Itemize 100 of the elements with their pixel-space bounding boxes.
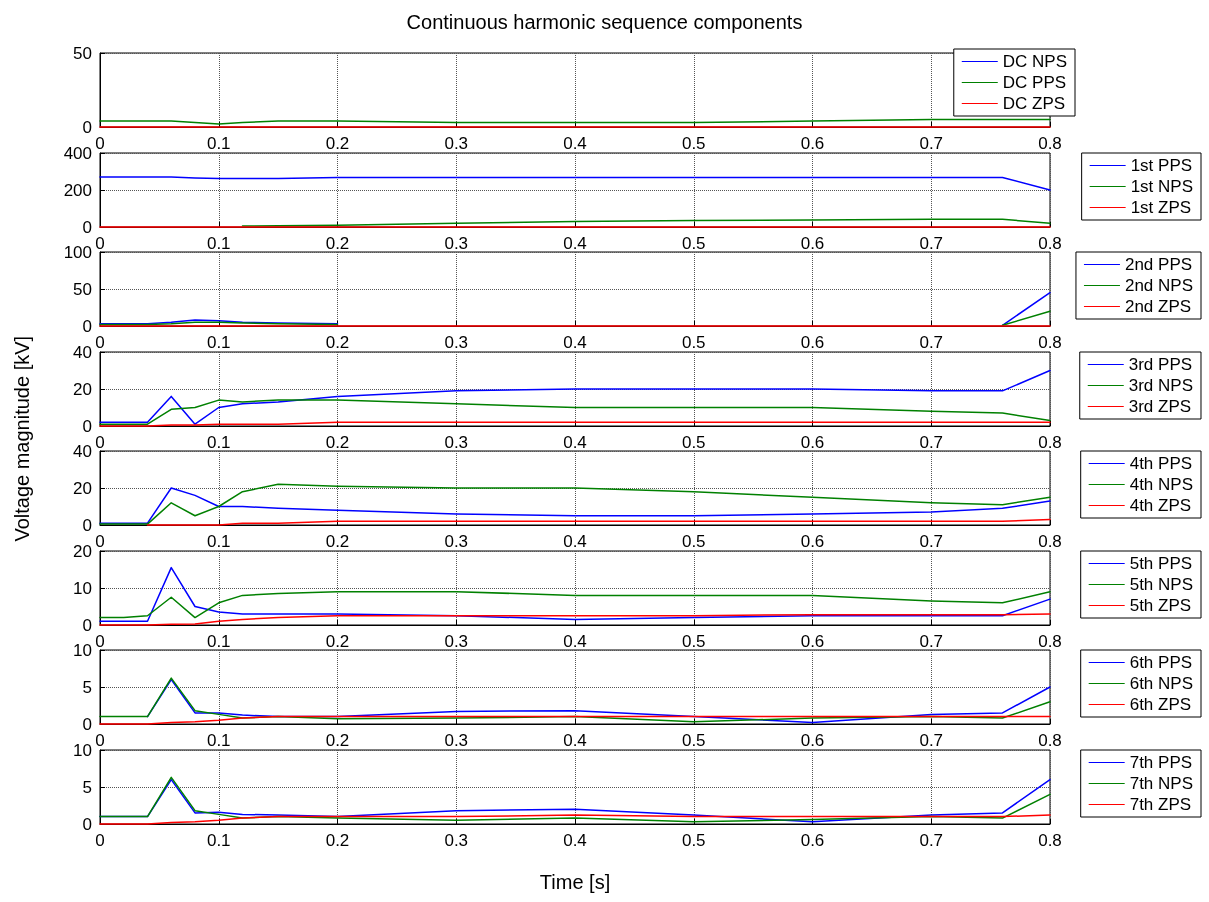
x-tick-label: 0.1	[206, 731, 231, 750]
x-tick-label: 0.6	[800, 731, 825, 750]
legend-label: 7th ZPS	[1129, 794, 1192, 814]
x-tick-label: 0.3	[444, 233, 469, 253]
legend-label: 2nd NPS	[1124, 276, 1194, 295]
legend-label: 3rd PPS	[1128, 354, 1193, 374]
y-tick-label: 200	[63, 180, 92, 199]
y-tick-label: 0	[82, 714, 92, 734]
y-tick-label: 10	[73, 640, 92, 660]
legend-label: DC NPS	[1002, 52, 1067, 71]
x-tick-label: 0.4	[563, 333, 587, 352]
x-tick-label: 0	[95, 333, 105, 352]
x-tick-label: 0.1	[206, 830, 231, 850]
x-tick-label: 0.3	[444, 830, 469, 850]
x-tick-label: 0.6	[800, 134, 825, 153]
x-tick-label: 0.6	[800, 333, 825, 352]
x-tick-label: 0	[95, 134, 105, 153]
x-tick-label: 0.4	[563, 233, 587, 253]
x-tick-label: 0.7	[919, 233, 944, 253]
x-tick-label: 0.5	[681, 532, 706, 551]
y-tick-label: 400	[63, 143, 92, 162]
x-tick-label: 0.6	[800, 233, 825, 253]
x-tick-label: 0	[95, 830, 105, 850]
x-tick-label: 0.2	[325, 631, 350, 651]
y-tick-label: 50	[73, 279, 92, 299]
legend-label: 4th PPS	[1129, 454, 1193, 473]
x-tick-label: 0.3	[444, 432, 469, 452]
legend-label: 1st ZPS	[1130, 197, 1192, 217]
y-tick-label: 50	[73, 43, 92, 63]
legend-label: 1st PPS	[1130, 155, 1193, 175]
x-tick-label: 0.2	[325, 532, 350, 551]
y-tick-label: 100	[63, 242, 92, 262]
y-tick-label: 0	[82, 515, 92, 535]
x-tick-label: 0.5	[681, 631, 706, 651]
x-tick-label: 0.1	[206, 233, 231, 253]
x-tick-label: 0.5	[681, 731, 706, 750]
x-tick-label: 0.3	[444, 333, 469, 352]
legend-label: 7th NPS	[1129, 773, 1193, 793]
x-tick-label: 0.2	[325, 134, 350, 153]
x-tick-label: 0.7	[919, 333, 944, 352]
x-tick-label: 0.8	[1038, 631, 1062, 651]
line-series	[99, 566, 1051, 622]
y-tick-label: 5	[82, 777, 92, 796]
x-tick-label: 0.8	[1038, 233, 1062, 253]
x-tick-label: 0.7	[919, 631, 944, 651]
x-tick-label: 0.3	[444, 532, 469, 551]
x-tick-label: 0.4	[563, 134, 587, 153]
legend-label: 3rd ZPS	[1128, 396, 1192, 416]
x-tick-label: 0.5	[681, 134, 706, 153]
x-tick-label: 0.8	[1038, 532, 1062, 551]
x-tick-label: 0.5	[681, 233, 706, 253]
x-tick-label: 0.1	[206, 631, 231, 651]
y-axis-title: Voltage magnitude [kV]	[11, 335, 33, 542]
y-tick-label: 20	[73, 379, 92, 398]
x-tick-label: 0.3	[444, 134, 469, 153]
y-tick-label: 5	[82, 677, 92, 697]
x-tick-label: 0.7	[919, 532, 944, 551]
y-tick-label: 20	[73, 478, 92, 498]
x-tick-label: 0.6	[800, 532, 825, 551]
x-tick-label: 0.4	[563, 432, 587, 452]
x-tick-label: 0.6	[800, 432, 825, 452]
y-tick-label: 10	[73, 740, 92, 759]
legend-label: 2nd PPS	[1124, 255, 1193, 274]
legend-label: 5th PPS	[1129, 553, 1193, 573]
x-tick-label: 0.3	[444, 731, 469, 750]
x-tick-label: 0.2	[325, 333, 350, 352]
x-tick-label: 0	[95, 631, 105, 651]
legend-label: DC PPS	[1002, 73, 1067, 92]
x-tick-label: 0	[95, 233, 105, 253]
x-tick-label: 0.4	[563, 830, 587, 850]
x-tick-label: 0.6	[800, 830, 825, 850]
x-tick-label: 0.1	[206, 532, 231, 551]
y-tick-label: 40	[73, 342, 92, 361]
x-tick-label: 0.7	[919, 432, 944, 452]
legend-label: 6th PPS	[1129, 653, 1193, 672]
x-tick-label: 0.5	[681, 830, 706, 850]
x-tick-label: 0.5	[681, 432, 706, 452]
chart-title: Continuous harmonic sequence components	[406, 11, 803, 33]
line-series	[99, 175, 1051, 191]
x-axis-title: Time [s]	[539, 870, 611, 893]
y-tick-label: 0	[82, 615, 92, 634]
x-tick-label: 0.8	[1038, 134, 1062, 153]
x-tick-label: 0.7	[919, 134, 944, 153]
legend-label: 5th ZPS	[1129, 595, 1192, 615]
x-tick-label: 0.2	[325, 830, 350, 850]
x-tick-label: 0	[95, 432, 105, 452]
x-tick-label: 0.8	[1038, 830, 1062, 850]
legend-label: 4th NPS	[1129, 475, 1193, 494]
x-tick-label: 0.1	[206, 333, 231, 352]
y-tick-label: 0	[82, 814, 92, 833]
x-tick-label: 0.8	[1038, 731, 1062, 750]
x-tick-label: 0	[95, 731, 105, 750]
legend-label: 4th ZPS	[1129, 496, 1192, 515]
line-series	[99, 590, 1051, 618]
x-tick-label: 0.4	[563, 731, 587, 750]
x-tick-label: 0.6	[800, 631, 825, 651]
x-tick-label: 0.2	[325, 731, 350, 750]
x-tick-label: 0.2	[325, 233, 350, 253]
x-tick-label: 0.4	[563, 532, 587, 551]
y-tick-label: 10	[73, 578, 92, 597]
